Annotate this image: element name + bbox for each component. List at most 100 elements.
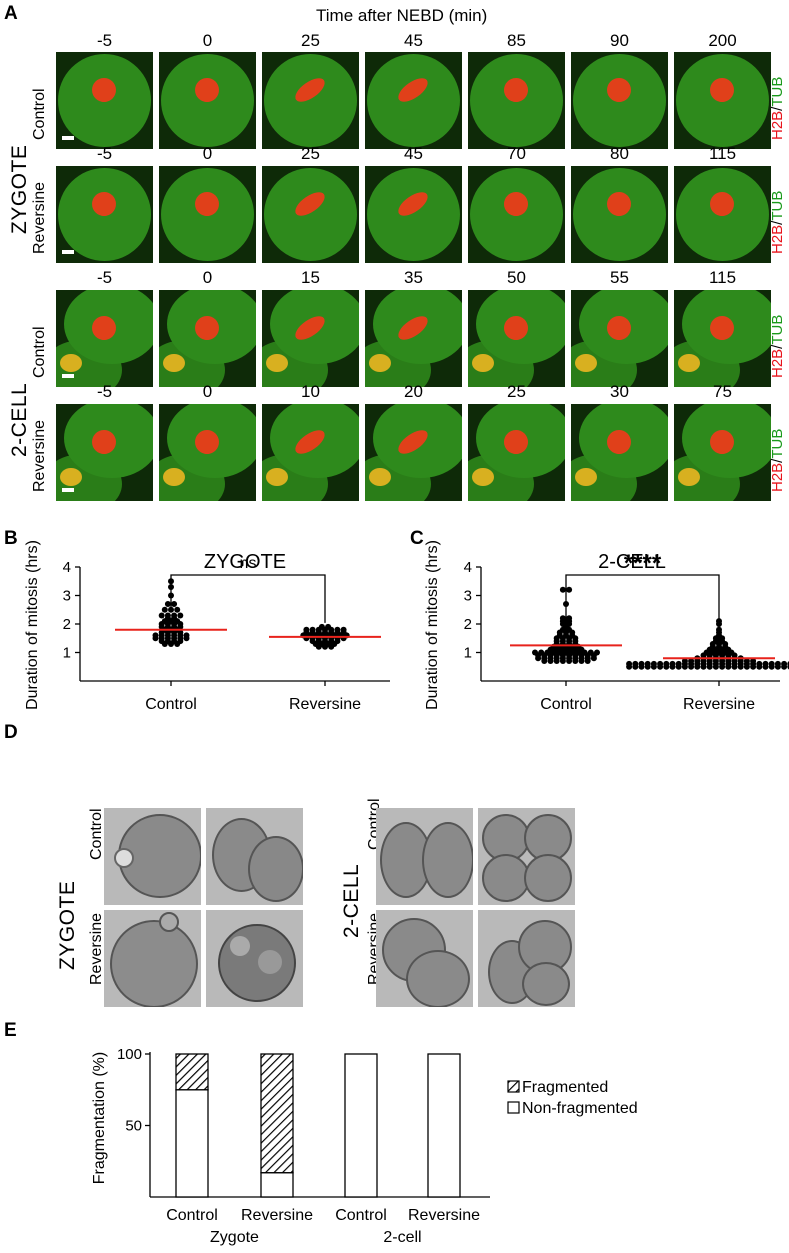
- data-point: [725, 663, 732, 670]
- data-point: [315, 643, 322, 650]
- stain-label: H2B/TUB: [769, 77, 786, 140]
- dic-image-2cell-reversine-2: [478, 910, 575, 1007]
- stain-separator: /: [769, 220, 786, 225]
- stain-h2b: H2B: [769, 110, 786, 140]
- stain-label: H2B/TUB: [769, 315, 786, 378]
- fluorescence-image: [365, 166, 462, 263]
- panel-a-label: A: [4, 3, 18, 24]
- data-point: [731, 663, 738, 670]
- legend-swatch: [507, 1101, 520, 1114]
- data-point: [174, 640, 181, 647]
- fluorescence-image: [571, 52, 668, 149]
- chart-title: 2-CELL: [598, 551, 666, 573]
- fluorescence-image: [262, 52, 359, 149]
- bar-segment: [344, 1053, 378, 1198]
- fluorescence-image: [159, 52, 256, 149]
- fluorescence-image: [468, 404, 565, 501]
- dic-image-zygote-control-1: [104, 808, 201, 905]
- time-label: -5: [96, 382, 113, 401]
- y-axis-label: Duration of mitosis (hrs): [24, 540, 41, 710]
- y-tick-label: 4: [63, 559, 71, 576]
- time-label: 80: [610, 144, 629, 163]
- bar-segment: [260, 1053, 294, 1174]
- data-point: [768, 663, 775, 670]
- time-label: 115: [708, 268, 737, 287]
- data-point: [578, 658, 585, 665]
- y-tick-label: 50: [125, 1118, 142, 1135]
- data-point: [566, 658, 573, 665]
- stain-separator: /: [769, 458, 786, 463]
- data-point: [553, 658, 560, 665]
- data-point: [152, 635, 159, 642]
- group-label-2cell: 2-CELL: [8, 382, 31, 457]
- data-point: [756, 663, 763, 670]
- fluorescence-image: [262, 166, 359, 263]
- x-tick-label: Reversine: [241, 1207, 313, 1224]
- data-point: [774, 663, 781, 670]
- row-label-control: Control: [31, 88, 48, 140]
- fluorescence-image: [159, 166, 256, 263]
- x-tick-label: Control: [335, 1207, 387, 1224]
- y-tick-label: 2: [63, 616, 71, 633]
- data-point: [161, 606, 168, 613]
- fluorescence-image: [365, 404, 462, 501]
- data-point: [638, 663, 645, 670]
- data-point: [168, 640, 174, 647]
- data-point: [737, 663, 744, 670]
- dic-image-2cell-control-1: [376, 808, 473, 905]
- fluorescence-image: [468, 290, 565, 387]
- data-point: [706, 663, 713, 670]
- time-label: 10: [301, 382, 320, 401]
- data-point: [632, 663, 639, 670]
- fluorescence-image: [365, 52, 462, 149]
- data-point: [584, 658, 591, 665]
- dic-image-zygote-reversine-1: [104, 910, 201, 1007]
- x-tick-label: Control: [145, 696, 197, 710]
- significance-label: ****: [624, 550, 662, 577]
- time-label: 70: [507, 144, 526, 163]
- data-point: [712, 663, 719, 670]
- y-tick-label: 3: [464, 588, 472, 605]
- row-label-reversine: Reversine: [31, 419, 48, 492]
- data-point: [743, 663, 750, 670]
- fluorescence-image: [262, 404, 359, 501]
- bar-segment: [175, 1089, 209, 1198]
- y-tick-label: 1: [464, 645, 472, 662]
- x-tick-label: Control: [540, 696, 592, 710]
- time-label: 30: [610, 382, 629, 401]
- time-label: 25: [507, 382, 526, 401]
- fluorescence-image: [571, 404, 668, 501]
- stain-separator: /: [769, 344, 786, 349]
- time-label: -5: [96, 31, 113, 50]
- data-point: [663, 663, 670, 670]
- data-point: [158, 612, 165, 619]
- dic-image-zygote-control-2: [206, 808, 303, 905]
- panel-c-label: C: [410, 528, 424, 549]
- data-point: [781, 663, 788, 670]
- time-label: 0: [202, 268, 213, 287]
- d-group-label-zygote: ZYGOTE: [56, 880, 79, 970]
- scale-bar: [62, 250, 74, 254]
- data-point: [626, 663, 633, 670]
- fluorescence-image: [56, 404, 153, 501]
- data-point: [657, 663, 664, 670]
- group-label: Zygote: [210, 1229, 259, 1246]
- fluorescence-image: [674, 52, 771, 149]
- fluorescence-image: [571, 290, 668, 387]
- data-point: [669, 663, 676, 670]
- time-label: 75: [713, 382, 732, 401]
- data-point: [328, 643, 335, 650]
- data-point: [650, 663, 657, 670]
- stain-h2b: H2B: [769, 462, 786, 492]
- time-label: -5: [96, 144, 113, 163]
- scale-bar: [62, 488, 74, 492]
- time-label: 0: [202, 31, 213, 50]
- time-label: 45: [404, 144, 423, 163]
- panel-b-label: B: [4, 528, 18, 549]
- fragmentation-chart: Fragmentation (%) 50 100 Control Reversine C…: [91, 1046, 638, 1246]
- data-point: [700, 663, 707, 670]
- data-point: [694, 663, 701, 670]
- stain-h2b: H2B: [769, 348, 786, 378]
- x-tick-label: Reversine: [289, 696, 361, 710]
- group-label: 2-cell: [383, 1229, 421, 1246]
